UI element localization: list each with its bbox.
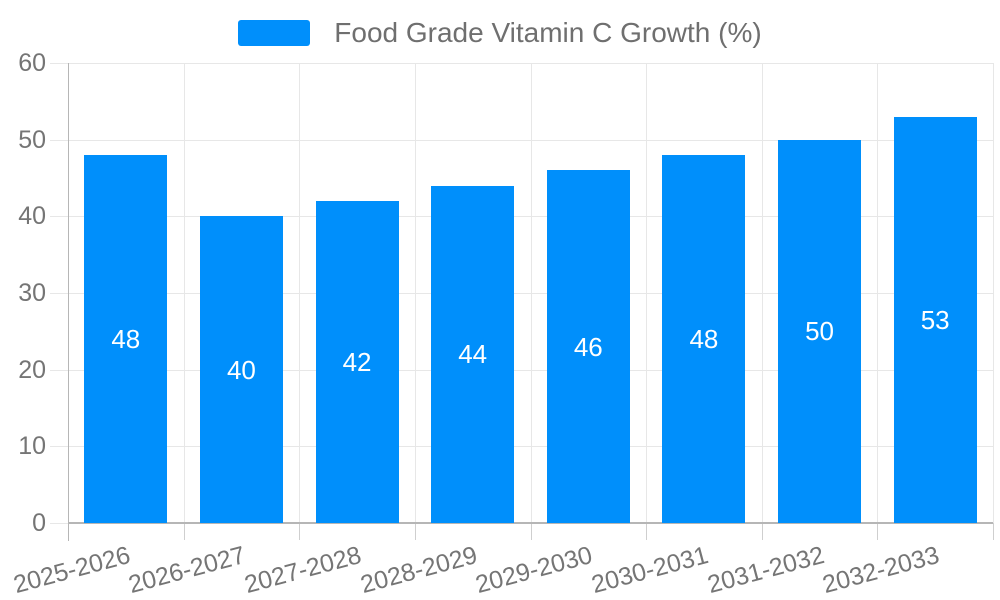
bar[interactable]	[778, 139, 862, 523]
x-gridline	[530, 63, 532, 523]
x-axis-tick	[183, 523, 185, 540]
y-tick-label: 0	[32, 509, 46, 537]
y-axis-line	[68, 63, 69, 541]
y-tick-label: 10	[18, 432, 46, 461]
bar-value-label: 50	[805, 316, 835, 347]
x-axis-tick	[646, 523, 648, 540]
y-tick-label: 60	[18, 49, 46, 77]
bar-value-label: 48	[111, 324, 141, 354]
bar[interactable]	[315, 201, 399, 523]
x-axis-tick	[761, 523, 763, 540]
bar[interactable]	[199, 216, 283, 523]
y-gridline	[50, 446, 993, 448]
y-gridline	[50, 63, 993, 64]
y-gridline	[50, 293, 993, 294]
y-tick-label: 20	[18, 355, 46, 384]
bar[interactable]	[662, 155, 746, 523]
x-gridline	[183, 63, 185, 523]
x-axis-tick	[993, 523, 994, 540]
x-gridline	[761, 63, 763, 523]
bar-value-label: 46	[573, 331, 603, 362]
legend-swatch-icon	[238, 20, 311, 46]
bar-value-label: 40	[226, 354, 256, 385]
y-tick-label: 50	[18, 125, 46, 154]
x-gridline	[993, 63, 994, 523]
y-tick-label: 40	[18, 202, 46, 231]
x-gridline	[414, 63, 416, 523]
bar[interactable]	[84, 155, 168, 523]
x-gridline	[877, 63, 879, 523]
x-axis-tick	[414, 523, 416, 540]
y-gridline	[50, 369, 993, 371]
bar-value-label: 48	[689, 324, 719, 354]
x-axis-line	[68, 522, 993, 524]
bar-value-label: 42	[342, 347, 372, 377]
bar[interactable]	[893, 116, 977, 523]
x-axis-tick	[299, 523, 301, 540]
bar-value-label: 53	[920, 304, 950, 335]
legend[interactable]: Food Grade Vitamin C Growth (%)	[0, 18, 1000, 48]
x-gridline	[646, 63, 648, 523]
legend-label: Food Grade Vitamin C Growth (%)	[334, 17, 762, 48]
y-gridline	[50, 216, 993, 218]
y-gridline	[50, 139, 993, 141]
x-gridline	[299, 63, 301, 523]
y-tick-label: 30	[18, 279, 46, 307]
x-axis-tick	[530, 523, 532, 540]
bar-value-label: 44	[458, 339, 488, 370]
bar[interactable]	[431, 185, 515, 523]
x-axis-tick	[877, 523, 879, 540]
bar[interactable]	[546, 170, 630, 523]
